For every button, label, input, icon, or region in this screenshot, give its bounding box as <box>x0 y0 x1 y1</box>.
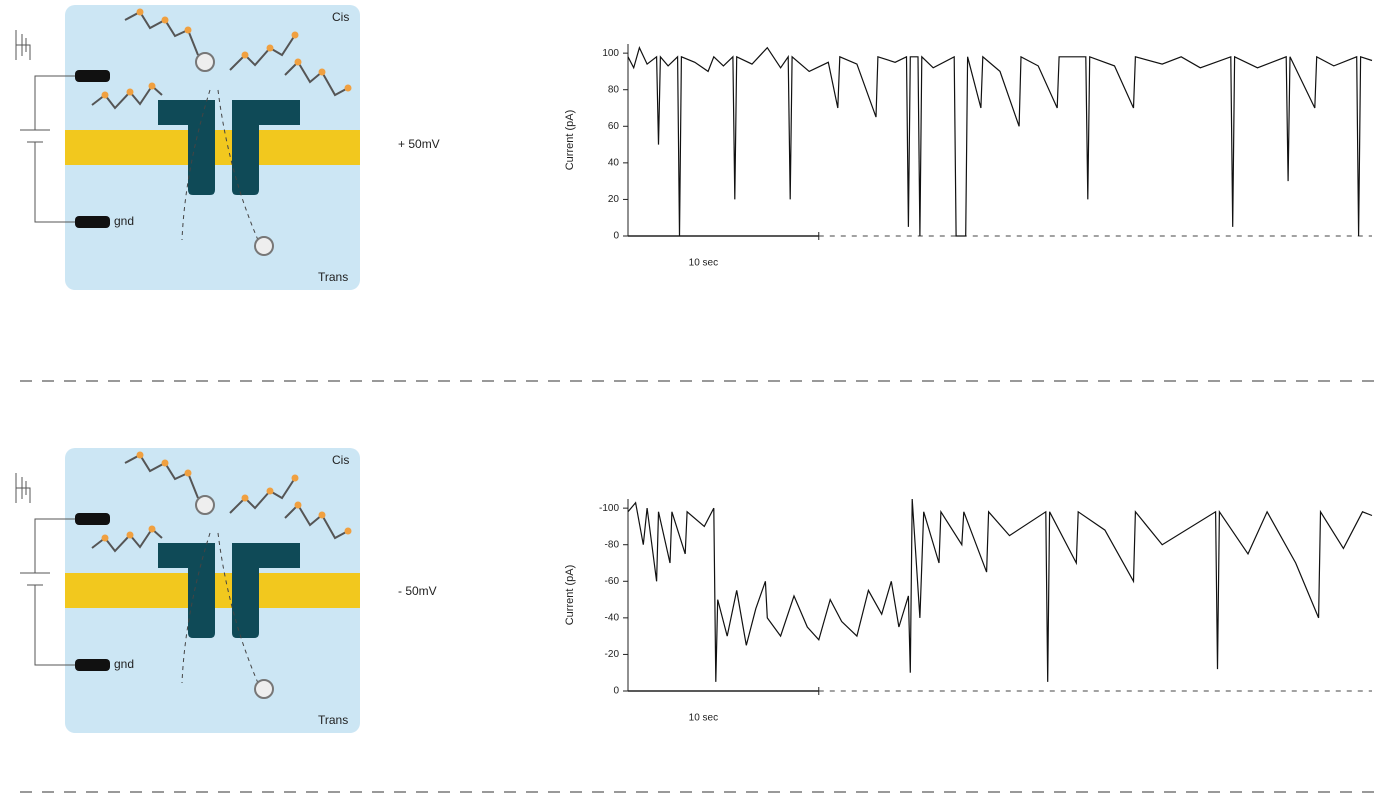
y-axis-label: Current (pA) <box>564 565 576 626</box>
y-tick-label: 80 <box>608 84 620 95</box>
nanopore-diagram <box>15 4 361 291</box>
trans-label: Trans <box>318 713 348 727</box>
y-tick-label: 0 <box>613 231 619 242</box>
y-tick-label: -40 <box>605 612 620 623</box>
y-tick-label: 0 <box>613 686 619 697</box>
nanopore-diagram <box>15 447 361 734</box>
electrode-label: gnd <box>114 214 134 228</box>
scale-bar-label: 10 sec <box>689 713 718 724</box>
y-tick-label: -80 <box>605 539 620 550</box>
y-tick-label: 20 <box>608 194 620 205</box>
y-tick-label: -20 <box>605 649 620 660</box>
scale-bar-label: 10 sec <box>689 258 718 269</box>
y-tick-label: 40 <box>608 157 620 168</box>
cis-label: Cis <box>332 453 349 467</box>
electrode-label: gnd <box>114 657 134 671</box>
current-trace <box>627 45 1373 237</box>
y-tick-label: -60 <box>605 576 620 587</box>
voltage-label: + 50mV <box>398 137 440 151</box>
y-tick-label: 100 <box>602 48 619 59</box>
y-tick-label: 60 <box>608 121 620 132</box>
current-trace <box>627 498 1373 682</box>
cis-label: Cis <box>332 10 349 24</box>
trans-label: Trans <box>318 270 348 284</box>
voltage-label: - 50mV <box>398 584 437 598</box>
y-axis-label: Current (pA) <box>564 110 576 171</box>
y-tick-label: -100 <box>599 503 619 514</box>
